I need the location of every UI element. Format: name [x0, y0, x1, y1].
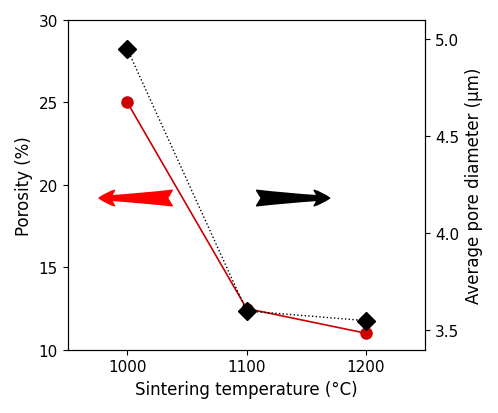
Y-axis label: Average pore diameter (μm): Average pore diameter (μm)	[465, 67, 483, 303]
Y-axis label: Porosity (%): Porosity (%)	[15, 135, 33, 235]
X-axis label: Sintering temperature (°C): Sintering temperature (°C)	[135, 380, 358, 398]
